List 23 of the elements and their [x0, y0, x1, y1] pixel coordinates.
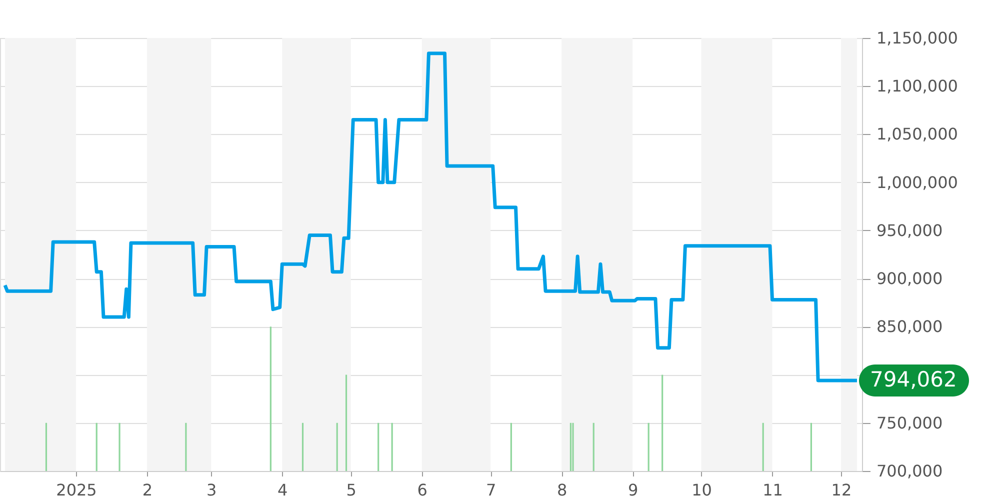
y-tick-label: 1,150,000 [876, 28, 958, 48]
x-tick-label: 10 [692, 480, 712, 500]
y-tick-label: 1,000,000 [876, 172, 958, 192]
x-tick-label: 8 [556, 480, 568, 500]
y-tick-label: 1,100,000 [876, 76, 958, 96]
y-tick-label: 850,000 [876, 317, 943, 336]
y-tick-label: 1,050,000 [876, 124, 958, 144]
x-tick-label: 2 [142, 480, 153, 500]
y-tick-label: 750,000 [876, 413, 943, 432]
x-tick-label: 5 [346, 480, 356, 500]
x-tick-label: 3 [206, 480, 217, 500]
x-tick-label: 9 [628, 480, 638, 500]
y-tick-label: 700,000 [876, 462, 943, 480]
x-tick-label: 4 [278, 480, 288, 500]
x-tick-label: 2025 [56, 480, 97, 500]
x-tick-label: 12 [831, 480, 852, 500]
y-tick-label: 950,000 [876, 220, 943, 240]
x-tick-label: 11 [762, 480, 783, 500]
x-tick-label: 6 [417, 480, 428, 500]
x-tick-label: 7 [486, 480, 496, 500]
y-tick-label: 900,000 [876, 269, 943, 288]
annotation: 794,062 [870, 367, 957, 392]
line-series [3, 52, 859, 382]
